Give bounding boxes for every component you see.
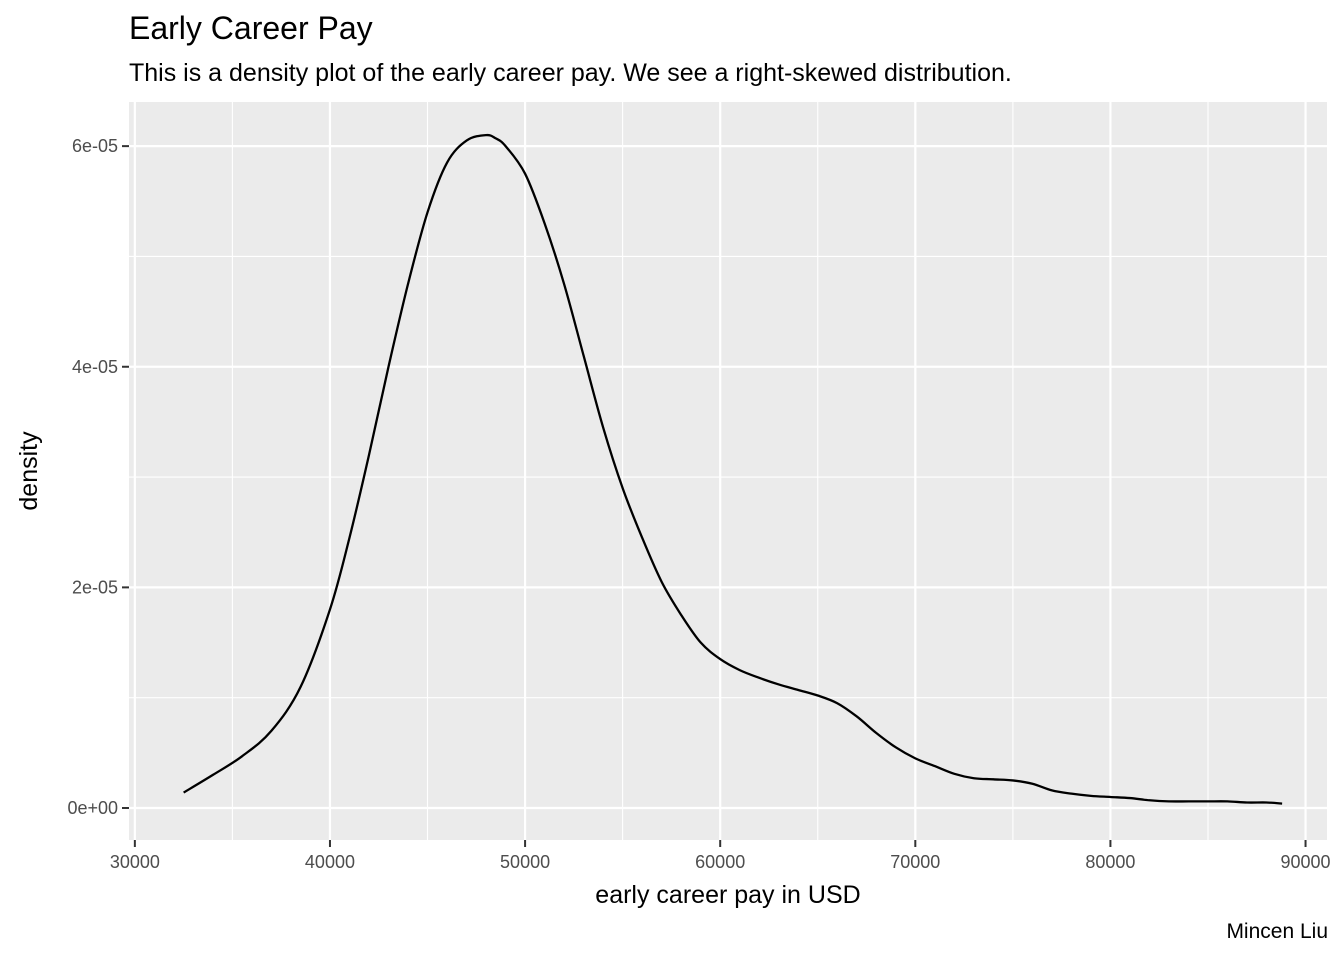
density-curve (183, 133, 1283, 805)
plot-panel (129, 102, 1327, 840)
x-tick-label: 40000 (305, 852, 355, 872)
x-tick-label: 50000 (500, 852, 550, 872)
chart-title: Early Career Pay (129, 10, 373, 46)
y-tick-label: 4e-05 (72, 357, 118, 377)
x-axis: 30000 40000 50000 60000 70000 80000 90000 (110, 840, 1331, 872)
y-tick-label: 2e-05 (72, 577, 118, 597)
x-tick-label: 30000 (110, 852, 160, 872)
y-tick-label: 6e-05 (72, 136, 118, 156)
x-tick-label: 80000 (1085, 852, 1135, 872)
y-axis-title: density (15, 431, 43, 511)
x-axis-title: early career pay in USD (595, 881, 860, 909)
y-tick-label: 0e+00 (67, 798, 118, 818)
x-tick-label: 70000 (890, 852, 940, 872)
chart-subtitle: This is a density plot of the early care… (129, 59, 1012, 87)
chart-caption: Mincen Liu (1226, 920, 1328, 943)
major-grid (129, 102, 1327, 840)
y-axis: 0e+00 2e-05 4e-05 6e-05 (67, 136, 129, 818)
x-tick-label: 60000 (695, 852, 745, 872)
minor-grid (129, 102, 1327, 840)
x-tick-label: 90000 (1281, 852, 1331, 872)
